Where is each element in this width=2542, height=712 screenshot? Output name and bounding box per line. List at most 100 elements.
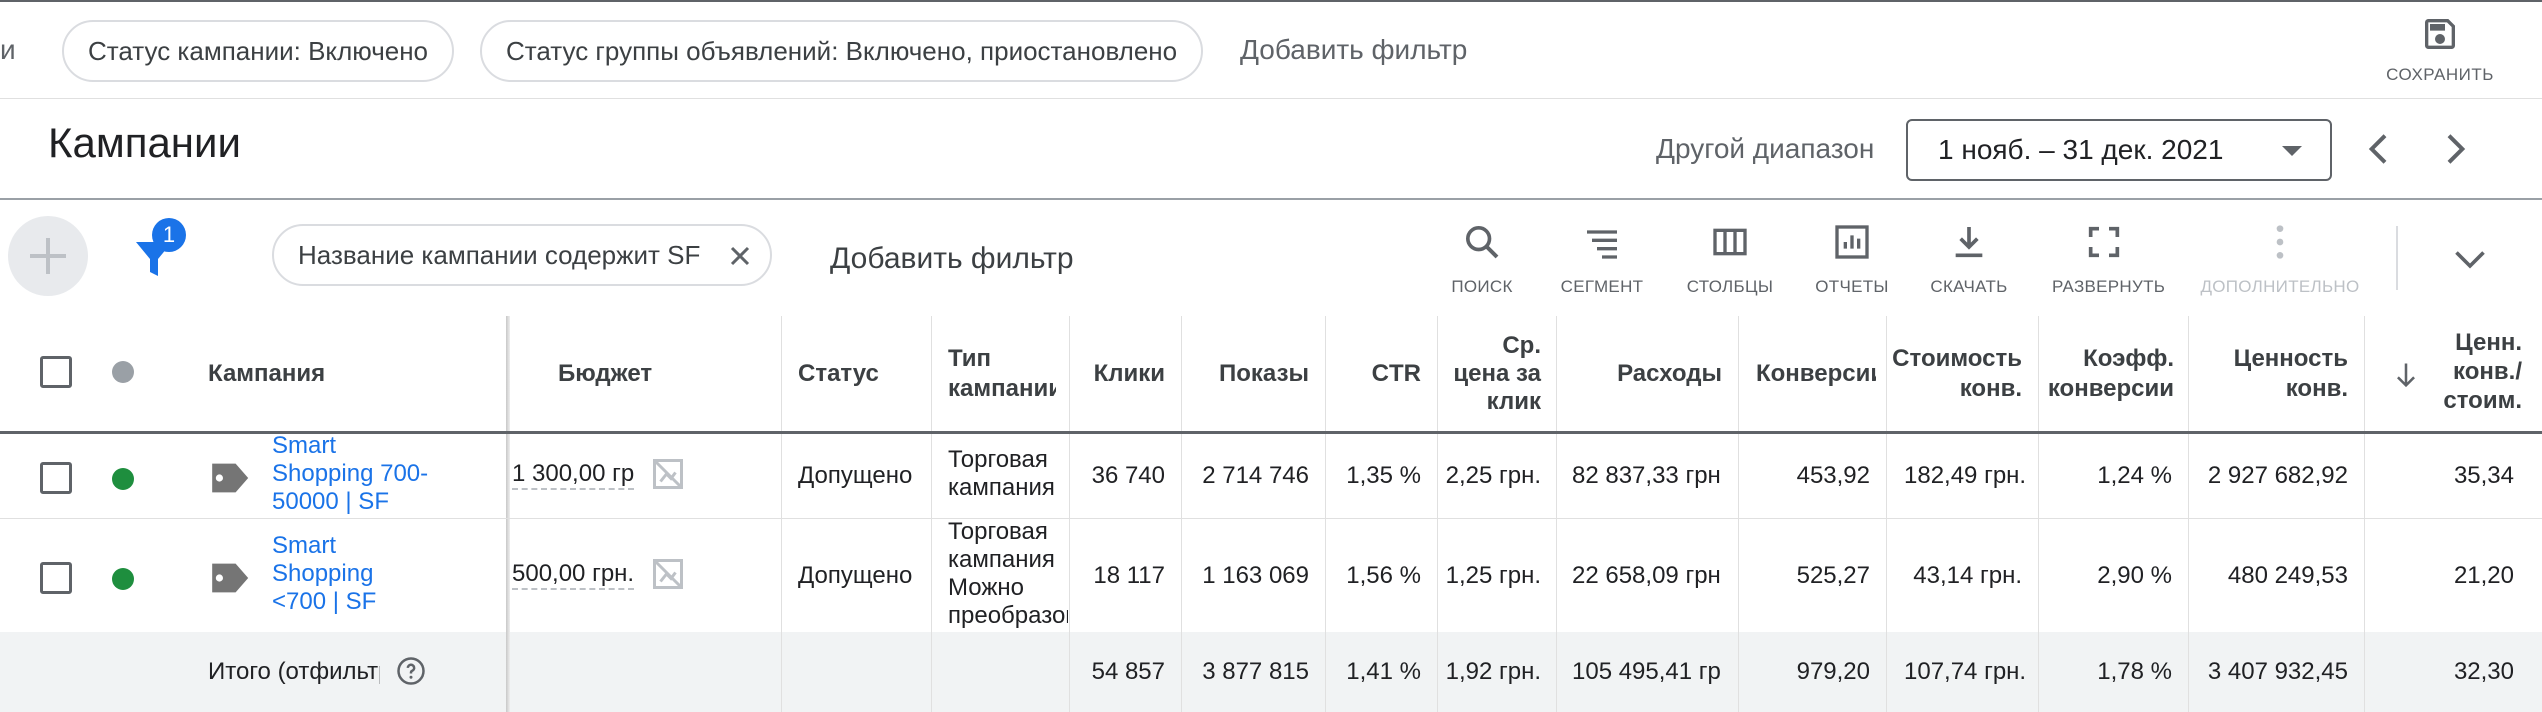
expand-tool-button[interactable]: РАЗВЕРНУТЬ xyxy=(2052,222,2165,297)
header-cost-per-conv[interactable]: Стоимость конв. xyxy=(1886,344,2022,404)
add-campaign-button[interactable] xyxy=(8,216,88,296)
row-divider xyxy=(0,518,2542,519)
row-checkbox[interactable] xyxy=(40,462,72,494)
type-line4: преобразовать xyxy=(948,602,1068,629)
header-conv-value-line2: конв. xyxy=(2285,375,2348,402)
header-ctr[interactable]: CTR xyxy=(1371,360,1421,387)
cost-per-conv-value: 182,49 грн. xyxy=(1904,462,2026,489)
header-conv-rate[interactable]: Коэфф. конверсии xyxy=(2038,344,2174,404)
more-tool-label: ДОПОЛНИТЕЛЬНО xyxy=(2200,277,2360,296)
chevron-left-icon[interactable] xyxy=(2360,129,2400,169)
total-conv-value: 3 407 932,45 xyxy=(2207,658,2348,685)
campaign-name-line3: 50000 | SF xyxy=(272,488,389,515)
columns-tool-label: СТОЛБЦЫ xyxy=(1686,277,1774,296)
table-toolbar: 1 Название кампании содержит SF Добавить… xyxy=(0,198,2542,316)
column-divider xyxy=(2188,316,2189,712)
page-header: Кампании Другой диапазон 1 нояб. – 31 де… xyxy=(0,98,2542,198)
campaign-name-line1: Smart xyxy=(272,532,337,559)
status-dot xyxy=(112,468,134,490)
header-clicks[interactable]: Клики xyxy=(1093,360,1165,387)
add-filter-link[interactable]: Добавить фильтр xyxy=(1240,34,1468,65)
header-value-cost-line1: Ценн. xyxy=(2455,329,2522,356)
search-tool-button[interactable]: ПОИСК xyxy=(1448,222,1516,297)
no-chart-icon xyxy=(653,559,683,589)
date-range-picker[interactable]: 1 нояб. – 31 дек. 2021 xyxy=(1906,119,2332,181)
ctr-value: 1,35 % xyxy=(1346,462,1421,489)
impressions-value: 2 714 746 xyxy=(1202,462,1309,489)
column-divider xyxy=(2364,632,2365,712)
chevron-right-icon[interactable] xyxy=(2434,129,2474,169)
total-value-per-cost: 32,30 xyxy=(2453,658,2514,685)
close-icon[interactable] xyxy=(728,244,752,268)
partial-filter-text[interactable]: и xyxy=(0,34,16,65)
campaign-type: Торговая кампания Можно преобразовать xyxy=(948,518,1068,630)
no-chart-icon xyxy=(653,459,683,489)
column-divider xyxy=(1437,316,1438,712)
active-filter-chip[interactable]: Название кампании содержит SF xyxy=(272,224,773,286)
header-cost-conv-line2: конв. xyxy=(1959,375,2022,402)
campaign-link[interactable]: Smart Shopping 700- 50000 | SF xyxy=(272,432,428,516)
campaign-status-filter-chip[interactable]: Статус кампании: Включено xyxy=(62,20,455,82)
adgroup-status-filter-chip[interactable]: Статус группы объявлений: Включено, прио… xyxy=(480,20,1204,82)
header-conversions[interactable]: Конверсии xyxy=(1756,360,1876,387)
reports-tool-button[interactable]: ОТЧЕТЫ xyxy=(1814,222,1890,297)
shopping-tag-icon xyxy=(212,463,249,493)
column-divider xyxy=(2038,316,2039,712)
impressions-value: 1 163 069 xyxy=(1202,562,1309,589)
column-divider xyxy=(1437,632,1438,712)
campaign-name-line2: Shopping 700- xyxy=(272,460,429,487)
row-checkbox[interactable] xyxy=(40,562,72,594)
budget-value[interactable]: 500,00 грн./день xyxy=(512,560,634,590)
header-budget[interactable]: Бюджет xyxy=(558,360,653,387)
conv-rate-value: 2,90 % xyxy=(2097,562,2172,589)
type-line3: Можно xyxy=(948,574,1024,601)
conversions-value: 525,27 xyxy=(1796,562,1870,589)
header-value-per-cost[interactable]: Ценн. конв./ стоим. xyxy=(2420,328,2522,415)
sort-descending-icon[interactable] xyxy=(2392,360,2420,390)
help-icon[interactable] xyxy=(396,656,426,686)
table-header: Кампания Бюджет Статус Тип кампании Клик… xyxy=(0,316,2542,434)
status-value: Допущено xyxy=(798,462,913,489)
campaign-link[interactable]: Smart Shopping <700 | SF xyxy=(272,532,376,616)
total-ctr: 1,41 % xyxy=(1346,658,1421,685)
column-divider xyxy=(1886,316,1887,712)
column-divider xyxy=(781,632,782,712)
type-line2: кампания xyxy=(948,546,1055,573)
budget-value[interactable]: 1 300,00 грн./день xyxy=(512,460,634,490)
column-divider xyxy=(1738,632,1739,712)
column-divider xyxy=(1556,316,1557,712)
filter-bar: и Статус кампании: Включено Статус групп… xyxy=(0,0,2542,98)
columns-tool-button[interactable]: СТОЛБЦЫ xyxy=(1686,222,1774,297)
column-divider xyxy=(1886,632,1887,712)
ctr-value: 1,56 % xyxy=(1346,562,1421,589)
plus-icon xyxy=(30,238,66,274)
save-button[interactable]: СОХРАНИТЬ xyxy=(2380,14,2500,85)
cost-value: 82 837,33 грн. xyxy=(1572,462,1722,489)
header-conv-value[interactable]: Ценность конв. xyxy=(2188,344,2348,404)
header-cpc-line3: клик xyxy=(1486,388,1541,415)
conv-value-value: 480 249,53 xyxy=(2227,562,2348,589)
columns-icon xyxy=(1713,228,1747,256)
chevron-down-icon[interactable] xyxy=(2452,246,2488,274)
segment-tool-button[interactable]: СЕГМЕНТ xyxy=(1560,222,1644,297)
header-value-cost-line2: конв./ xyxy=(2453,358,2522,385)
campaign-name-line2: Shopping xyxy=(272,560,374,587)
date-range-value: 1 нояб. – 31 дек. 2021 xyxy=(1938,134,2224,165)
select-all-checkbox[interactable] xyxy=(40,356,72,388)
header-impressions[interactable]: Показы xyxy=(1219,360,1309,387)
add-filter-button[interactable]: Добавить фильтр xyxy=(830,242,1074,275)
header-campaign[interactable]: Кампания xyxy=(208,360,326,387)
conv-rate-value: 1,24 % xyxy=(2097,462,2172,489)
header-cost[interactable]: Расходы xyxy=(1617,360,1722,387)
header-campaign-type[interactable]: Тип кампании xyxy=(948,344,1056,404)
more-tool-button[interactable]: ДОПОЛНИТЕЛЬНО xyxy=(2200,222,2360,297)
header-status[interactable]: Статус xyxy=(798,360,879,387)
header-conv-rate-line1: Коэфф. xyxy=(2083,345,2174,372)
search-icon xyxy=(1466,226,1499,259)
column-divider xyxy=(2364,316,2365,712)
campaign-type: Торговая кампания xyxy=(948,446,1055,502)
fullscreen-icon xyxy=(2088,226,2120,258)
download-tool-button[interactable]: СКАЧАТЬ xyxy=(1928,222,2010,297)
header-avg-cpc[interactable]: Ср. цена за клик xyxy=(1437,332,1541,416)
segment-icon xyxy=(1587,230,1617,259)
